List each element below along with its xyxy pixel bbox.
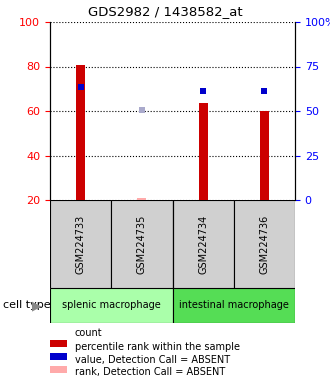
Bar	[260, 111, 269, 200]
Bar	[50, 200, 111, 288]
Bar	[76, 65, 85, 200]
Text: GDS2982 / 1438582_at: GDS2982 / 1438582_at	[88, 5, 242, 18]
Bar	[173, 288, 295, 323]
Bar	[50, 288, 173, 323]
Text: rank, Detection Call = ABSENT: rank, Detection Call = ABSENT	[75, 367, 225, 377]
Text: splenic macrophage: splenic macrophage	[62, 301, 161, 311]
Bar	[50, 366, 67, 373]
Bar	[50, 379, 67, 384]
Bar	[199, 103, 208, 200]
Text: GSM224733: GSM224733	[76, 214, 85, 274]
Text: GSM224735: GSM224735	[137, 214, 147, 274]
Text: GSM224736: GSM224736	[259, 214, 269, 274]
Text: ▶: ▶	[32, 299, 42, 312]
Bar	[50, 353, 67, 360]
Text: cell type: cell type	[3, 301, 51, 311]
Bar	[111, 200, 173, 288]
Bar	[50, 339, 67, 347]
Bar	[137, 198, 147, 200]
Text: intestinal macrophage: intestinal macrophage	[179, 301, 289, 311]
Text: GSM224734: GSM224734	[198, 214, 208, 274]
Text: count: count	[75, 328, 102, 339]
Text: percentile rank within the sample: percentile rank within the sample	[75, 341, 240, 351]
Bar	[234, 200, 295, 288]
Text: value, Detection Call = ABSENT: value, Detection Call = ABSENT	[75, 354, 230, 364]
Bar	[173, 200, 234, 288]
